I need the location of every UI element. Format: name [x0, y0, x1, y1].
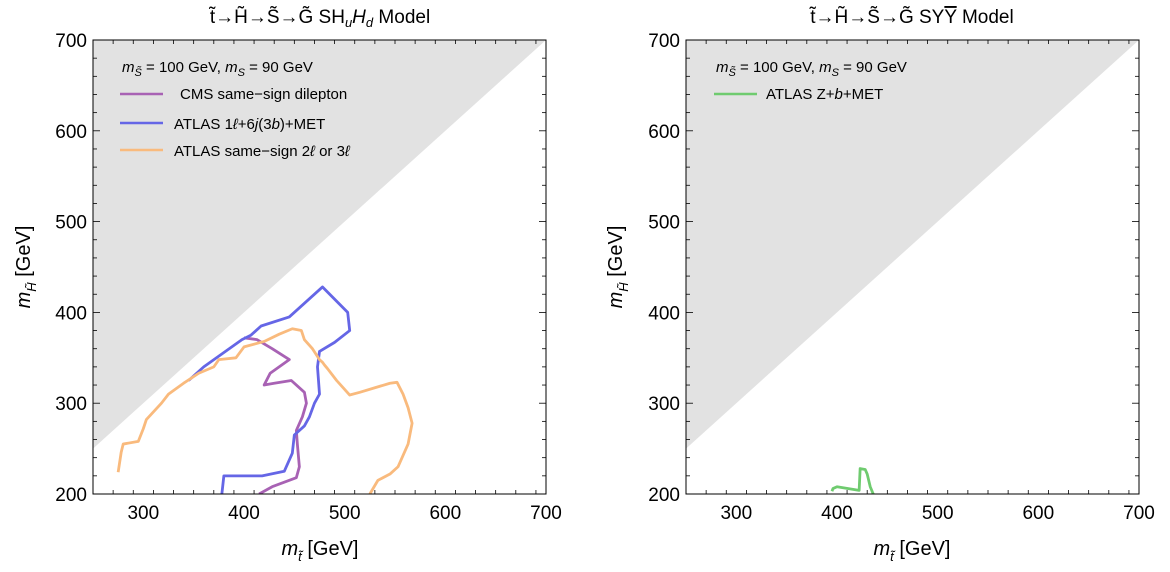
- parameter-annotation: mS̃ = 100 GeV, mS = 90 GeV: [716, 59, 907, 79]
- chart-title: t̃→H̃→S̃→G̃ SYY Model: [809, 6, 1014, 28]
- x-tick-label: 400: [821, 503, 853, 524]
- y-tick-label: 600: [55, 122, 87, 143]
- legend: ATLAS Z+b+MET: [714, 86, 883, 103]
- y-tick-label: 500: [648, 213, 680, 234]
- x-tick-label: 700: [1123, 503, 1155, 524]
- curves-group: [830, 467, 875, 494]
- plot-frame: [92, 39, 547, 495]
- x-tick-label: 400: [228, 503, 260, 524]
- y-tick-label: 300: [648, 394, 680, 415]
- legend: CMS same−sign dilepton ATLAS 1ℓ+6j(3b)+M…: [120, 86, 351, 160]
- x-tick-label: 500: [922, 503, 954, 524]
- x-tick-label: 700: [530, 503, 562, 524]
- y-tick-label: 700: [55, 31, 87, 52]
- x-tick-label: 600: [1022, 503, 1054, 524]
- legend-label-cms: CMS same−sign dilepton: [180, 86, 347, 103]
- y-tick-label: 400: [648, 303, 680, 324]
- y-tick-label: 500: [55, 213, 87, 234]
- x-axis-label: mt̃ [GeV]: [282, 538, 359, 564]
- y-tick-label: 300: [55, 394, 87, 415]
- legend-label-atlas-1l6j: ATLAS 1ℓ+6j(3b)+MET: [174, 116, 325, 133]
- x-tick-label: 300: [720, 503, 752, 524]
- series-line-3: [116, 327, 414, 494]
- series-line-1: [830, 467, 875, 494]
- legend-label-atlas-ss: ATLAS same−sign 2ℓ or 3ℓ: [174, 143, 351, 160]
- curves-group: [116, 285, 414, 494]
- chart-title: t̃→H̃→S̃→G̃ SHuHd Model: [208, 6, 430, 30]
- excluded-region: [93, 40, 546, 449]
- series-line-1: [243, 336, 308, 494]
- x-tick-label: 500: [329, 503, 361, 524]
- ticks-group: 300 400 500 600 700 200 300 400 500 600 700: [55, 31, 562, 524]
- y-tick-label: 400: [55, 303, 87, 324]
- x-axis-label: mt̃ [GeV]: [874, 538, 951, 564]
- y-axis-label: mH̃ [GeV]: [13, 226, 39, 309]
- left-panel: 300 400 500 600 700 200 300 400 500 600 700 t̃→H̃→…: [13, 6, 562, 564]
- y-tick-label: 200: [648, 485, 680, 506]
- y-tick-label: 200: [55, 485, 87, 506]
- parameter-annotation: mS̃ = 100 GeV, mS = 90 GeV: [122, 59, 313, 79]
- excluded-region: [686, 40, 1139, 449]
- y-tick-label: 600: [648, 122, 680, 143]
- x-tick-label: 300: [127, 503, 159, 524]
- right-panel: 300 400 500 600 700 200 300 400 500 600 700 t̃→H̃→…: [605, 6, 1155, 564]
- ticks-group: 300 400 500 600 700 200 300 400 500 600 700: [648, 31, 1155, 524]
- plot-frame: [685, 39, 1140, 495]
- legend-label-atlas-zb: ATLAS Z+b+MET: [766, 86, 883, 103]
- y-axis-label: mH̃ [GeV]: [605, 226, 631, 309]
- y-tick-label: 700: [648, 31, 680, 52]
- x-tick-label: 600: [429, 503, 461, 524]
